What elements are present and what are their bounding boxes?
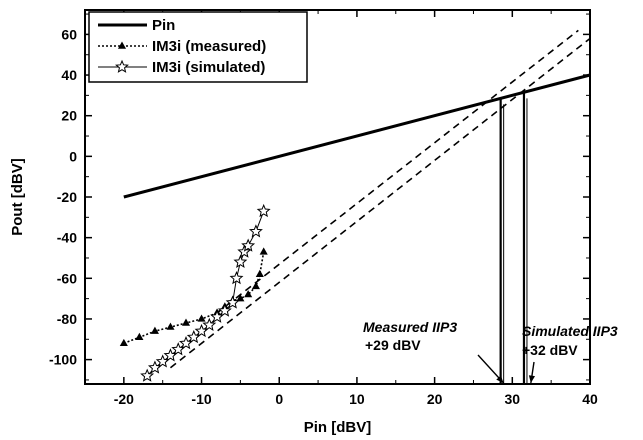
data-point-star	[202, 317, 217, 331]
data-point-triangle	[251, 281, 260, 290]
data-point-triangle	[259, 247, 268, 255]
x-tick-label: 10	[349, 391, 365, 407]
data-point-triangle	[181, 318, 191, 326]
measured-iip3-arrow-head	[496, 375, 504, 383]
legend-items: Pin IM3i (measured) IM3i (simulated)	[98, 17, 266, 76]
data-point-triangle	[150, 326, 159, 334]
y-tick-label: -80	[57, 311, 77, 327]
x-tick-label: 0	[275, 391, 283, 407]
data-point-star	[248, 224, 263, 238]
series-line-pin	[123, 73, 591, 199]
series-layer	[119, 73, 591, 382]
measured-iip3-value: +29 dBV	[365, 337, 421, 353]
measured-iip3-label: Measured IIP3	[363, 319, 457, 335]
data-point-star	[217, 303, 232, 317]
data-point-triangle	[197, 314, 206, 322]
annotations: Measured IIP3 +29 dBV Simulated IIP3 +32…	[363, 319, 618, 384]
legend-label: Pin	[152, 17, 175, 34]
y-tick-label: -60	[57, 270, 77, 286]
y-axis-title: Pout [dBV]	[9, 158, 26, 235]
y-tick-label: -20	[57, 189, 77, 205]
data-point-triangle	[117, 41, 127, 49]
y-tick-label: -100	[49, 352, 77, 368]
simulated-iip3-arrow-head	[528, 375, 536, 383]
data-point-star	[140, 368, 155, 382]
legend-label: IM3i (simulated)	[152, 59, 265, 76]
legend: Pin IM3i (measured) IM3i (simulated)	[88, 11, 308, 83]
data-point-triangle	[255, 269, 264, 277]
data-point-star	[115, 59, 129, 73]
x-tick-label: -20	[114, 391, 134, 407]
data-point-triangle	[244, 290, 253, 298]
intercept-markers	[499, 92, 528, 384]
data-point-star	[233, 254, 248, 268]
x-axis-title: Pin [dBV]	[304, 419, 372, 436]
x-tick-label: -10	[191, 391, 211, 407]
y-tick-label: 20	[61, 108, 77, 124]
data-point-triangle	[166, 322, 175, 330]
x-tick-label: 30	[505, 391, 521, 407]
y-tick-label: 60	[61, 26, 77, 42]
y-tick-label: 0	[69, 148, 77, 164]
data-point-star	[256, 203, 271, 218]
data-point-triangle	[135, 332, 144, 340]
simulated-iip3-value: +32 dBV	[522, 342, 578, 358]
extrapolation-line	[216, 29, 579, 314]
y-tick-label: -40	[57, 230, 77, 246]
data-point-triangle	[236, 294, 245, 302]
simulated-iip3-label: Simulated IIP3	[522, 323, 618, 339]
data-point-star	[229, 270, 244, 285]
data-point-star	[241, 238, 256, 252]
x-tick-label: 40	[582, 391, 598, 407]
x-tick-label: 20	[427, 391, 443, 407]
legend-label: IM3i (measured)	[152, 38, 266, 55]
data-point-star	[225, 295, 240, 309]
data-point-triangle	[119, 338, 128, 347]
y-tick-label: 40	[61, 67, 77, 83]
